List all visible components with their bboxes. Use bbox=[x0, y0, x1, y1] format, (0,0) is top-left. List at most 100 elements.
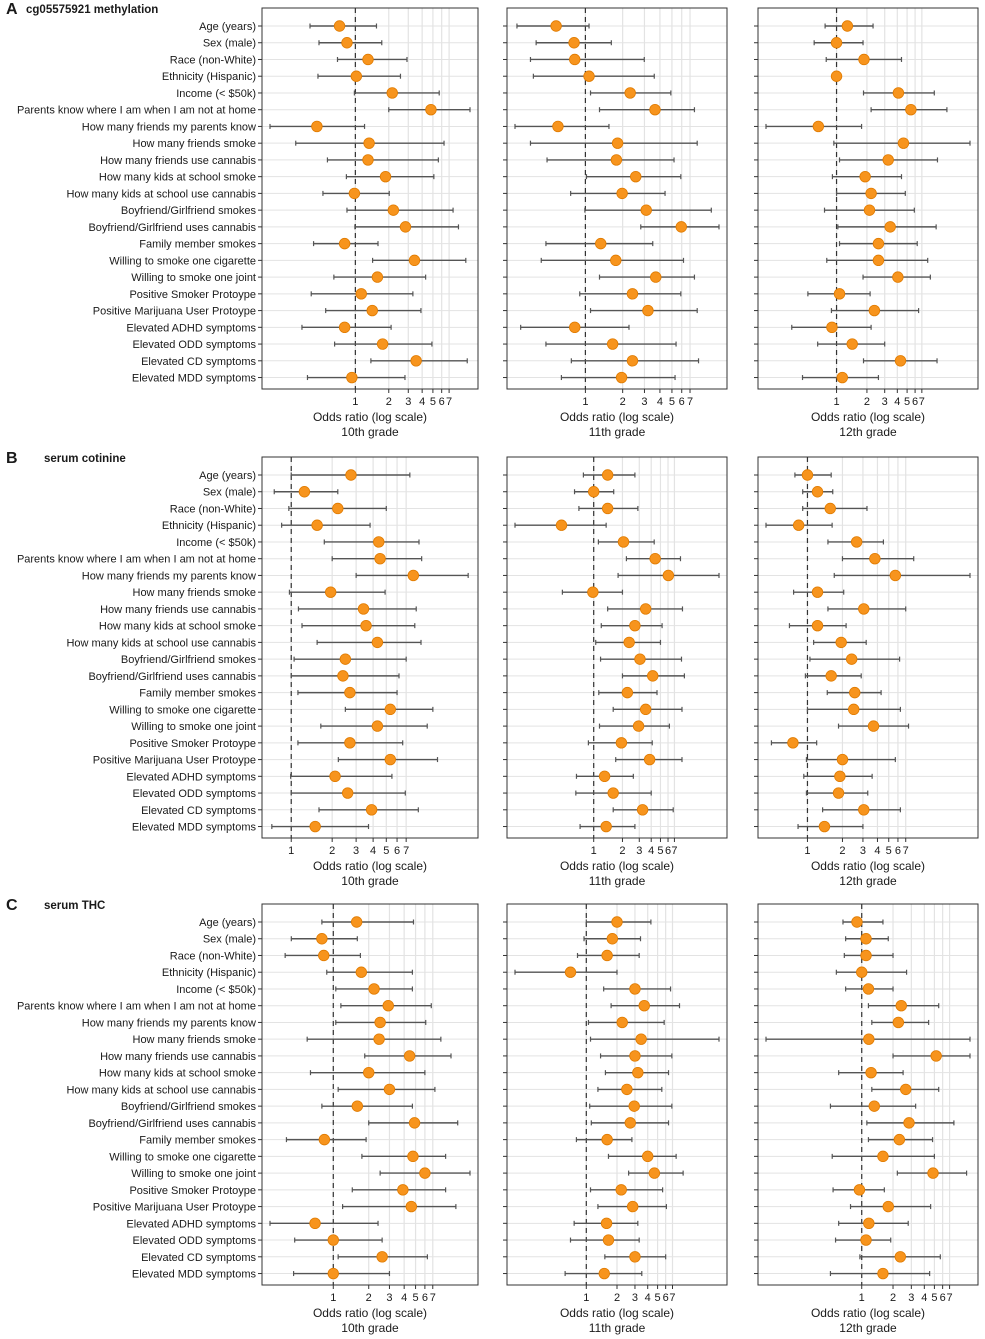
odds-ratio-point bbox=[834, 770, 846, 783]
row-label: Parents know where I am when I am not at… bbox=[17, 105, 256, 117]
grade-label: 11th grade bbox=[589, 425, 646, 439]
grade-label: 10th grade bbox=[341, 1321, 399, 1335]
odds-ratio-point bbox=[598, 770, 611, 783]
x-tick-label: 4 bbox=[645, 1292, 651, 1304]
x-tick-label: 4 bbox=[921, 1292, 927, 1304]
odds-ratio-point bbox=[894, 355, 907, 367]
x-tick-label: 5 bbox=[904, 396, 910, 408]
odds-ratio-point bbox=[329, 770, 341, 783]
odds-ratio-point bbox=[629, 1050, 641, 1062]
grade-label: 12th grade bbox=[839, 1321, 897, 1335]
x-tick-label: 2 bbox=[839, 845, 845, 857]
row-label: How many kids at school use cannabis bbox=[66, 637, 256, 649]
x-tick-label: 1 bbox=[833, 396, 839, 408]
x-tick-label: 7 bbox=[403, 845, 409, 857]
odds-ratio-point bbox=[371, 271, 384, 283]
row-label: Willing to smoke one joint bbox=[131, 721, 256, 733]
plot-frame bbox=[757, 7, 979, 390]
odds-ratio-point bbox=[860, 933, 872, 945]
row-label: Sex (male) bbox=[203, 38, 256, 50]
row-label: Positive Marijuana User Protoype bbox=[93, 306, 256, 318]
odds-ratio-point bbox=[616, 1016, 628, 1029]
row-label: Willing to smoke one joint bbox=[131, 1168, 256, 1180]
x-tick-label: 1 bbox=[859, 1292, 865, 1304]
odds-ratio-point bbox=[611, 137, 624, 149]
odds-ratio-point bbox=[621, 1083, 633, 1096]
x-tick-label: 3 bbox=[632, 1292, 638, 1304]
odds-ratio-point bbox=[617, 536, 630, 548]
odds-ratio-point bbox=[626, 355, 639, 367]
odds-ratio-point bbox=[327, 1267, 339, 1280]
odds-ratio-point bbox=[865, 187, 877, 200]
odds-ratio-point bbox=[373, 1033, 385, 1045]
x-tick-label: 4 bbox=[874, 845, 880, 857]
odds-ratio-point bbox=[344, 686, 356, 699]
x-tick-label: 5 bbox=[430, 396, 436, 408]
odds-ratio-point bbox=[399, 221, 412, 233]
plot-frame bbox=[261, 7, 479, 390]
odds-ratio-point bbox=[638, 999, 650, 1012]
x-tick-label: 7 bbox=[919, 396, 925, 408]
grade-label: 11th grade bbox=[589, 1321, 646, 1335]
odds-ratio-point bbox=[892, 87, 905, 99]
odds-ratio-point bbox=[846, 338, 858, 350]
odds-ratio-point bbox=[386, 87, 398, 99]
odds-ratio-point bbox=[865, 1066, 877, 1079]
row-label: Race (non-White) bbox=[170, 950, 256, 962]
grade-label: 11th grade bbox=[589, 874, 646, 888]
x-tick-label: 5 bbox=[383, 845, 389, 857]
odds-ratio-point bbox=[621, 686, 634, 699]
x-tick-label: 1 bbox=[582, 396, 588, 408]
odds-ratio-point bbox=[903, 1117, 915, 1129]
odds-ratio-point bbox=[419, 1167, 431, 1179]
odds-ratio-point bbox=[374, 552, 386, 565]
odds-ratio-point bbox=[626, 1200, 639, 1213]
odds-ratio-point bbox=[610, 254, 622, 267]
odds-ratio-point bbox=[568, 37, 580, 49]
odds-ratio-point bbox=[600, 1217, 613, 1230]
odds-ratio-point bbox=[606, 933, 619, 945]
x-tick-label: 5 bbox=[657, 845, 663, 857]
x-axis-label: Odds ratio (log scale) bbox=[560, 859, 674, 873]
odds-ratio-point bbox=[629, 619, 641, 632]
panel-letter: B bbox=[6, 450, 18, 467]
row-label: Ethnicity (Hispanic) bbox=[162, 967, 256, 979]
chart-b-grade-11: 1 2 3 4 5 6 7 Odds ratio (log scale)11th grade bbox=[503, 456, 728, 888]
odds-ratio-point bbox=[615, 737, 628, 749]
odds-ratio-point bbox=[350, 916, 363, 928]
row-label: How many friends use cannabis bbox=[100, 1051, 256, 1063]
x-axis-label: Odds ratio (log scale) bbox=[313, 859, 427, 873]
odds-ratio-point bbox=[642, 304, 654, 317]
odds-ratio-point bbox=[408, 1117, 421, 1129]
odds-ratio-point bbox=[628, 1100, 640, 1112]
odds-ratio-point bbox=[841, 20, 854, 32]
odds-ratio-point bbox=[860, 949, 872, 962]
x-axis-label: Odds ratio (log scale) bbox=[811, 859, 925, 873]
odds-ratio-point bbox=[649, 552, 661, 565]
odds-ratio-point bbox=[600, 820, 612, 833]
row-label: Elevated ODD symptoms bbox=[133, 788, 257, 800]
row-label: Elevated CD symptoms bbox=[141, 805, 256, 817]
odds-ratio-point bbox=[856, 966, 868, 978]
panel-letter: C bbox=[6, 897, 18, 914]
odds-ratio-point bbox=[601, 1133, 613, 1146]
x-tick-label: 5 bbox=[669, 396, 675, 408]
odds-ratio-point bbox=[345, 469, 357, 481]
odds-ratio-point bbox=[872, 237, 885, 250]
odds-ratio-point bbox=[662, 569, 675, 582]
x-axis-label: Odds ratio (log scale) bbox=[560, 1306, 674, 1320]
odds-ratio-point bbox=[836, 371, 848, 384]
odds-ratio-point bbox=[830, 37, 843, 49]
odds-ratio-point bbox=[624, 87, 636, 99]
odds-ratio-point bbox=[588, 486, 600, 498]
row-label: Boyfriend/Girlfriend smokes bbox=[121, 205, 257, 217]
x-tick-label: 4 bbox=[419, 396, 425, 408]
row-label: How many kids at school smoke bbox=[99, 1068, 256, 1080]
odds-ratio-point bbox=[858, 603, 870, 615]
row-label: Boyfriend/Girlfriend uses cannabis bbox=[88, 222, 256, 234]
row-label: Elevated ADHD symptoms bbox=[126, 322, 256, 334]
odds-ratio-point bbox=[634, 653, 646, 665]
odds-ratio-point bbox=[318, 1133, 331, 1146]
